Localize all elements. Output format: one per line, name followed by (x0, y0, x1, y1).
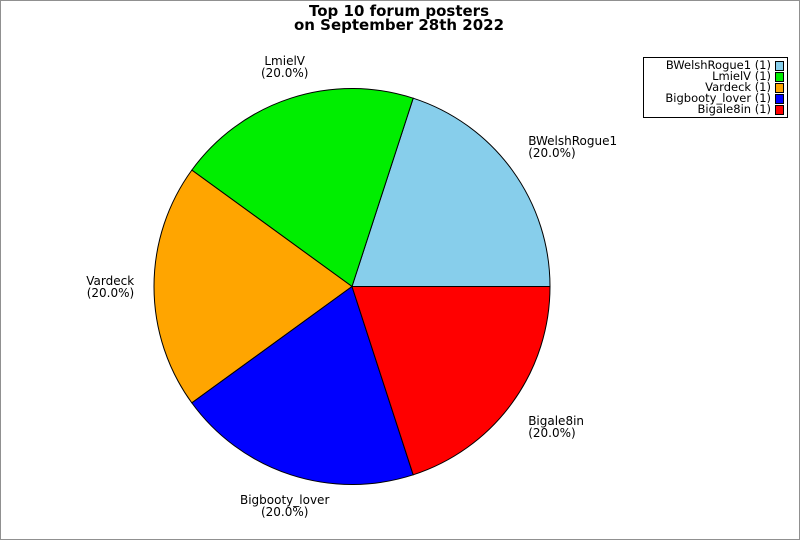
slice-label-percent: (20.0%) (528, 425, 576, 440)
legend-item-label: Vardeck (1) (705, 80, 771, 94)
legend-color-swatch-Bigale8in (775, 104, 784, 115)
legend-color-swatch-LmielV (775, 71, 784, 82)
slice-label-Bigale8in: Bigale8in (20.0%) (528, 415, 584, 439)
legend-color-swatch-Vardeck (775, 82, 784, 93)
chart-title: Top 10 forum posters on September 28th 2… (293, 2, 505, 34)
legend-item-label: LmielV (1) (712, 69, 771, 83)
slice-label-BWelshRogue1: BWelshRogue1 (20.0%) (528, 135, 617, 159)
pie-slice-Vardeck (153, 169, 353, 404)
legend-item-Bigale8in: Bigale8in (1) (647, 102, 784, 116)
legend-item-label: Bigbooty_lover (1) (665, 91, 771, 105)
legend-item-Vardeck: Vardeck (1) (647, 80, 784, 94)
pie-slice-LmielV (191, 88, 414, 288)
slice-label-percent: (20.0%) (528, 145, 576, 160)
slice-label-percent: (20.0%) (260, 504, 309, 519)
slice-label-Vardeck: Vardeck (20.0%) (86, 275, 134, 299)
legend-box: BWelshRogue1 (1) LmielV (1) Vardeck (1) Big… (643, 57, 788, 118)
legend-item-Bigbooty_lover: Bigbooty_lover (1) (647, 91, 784, 105)
slice-label-LmielV: LmielV (20.0%) (261, 55, 308, 79)
slice-label-Bigbooty_lover: Bigbooty_lover (20.0%) (240, 494, 329, 518)
slice-label-name: Bigbooty_lover (239, 492, 330, 507)
legend-item-BWelshRogue1: BWelshRogue1 (1) (647, 58, 784, 72)
pie-slice-Bigale8in (351, 286, 551, 476)
slice-label-name: LmielV (264, 54, 306, 69)
pie-slice-Bigbooty_lover (191, 285, 414, 485)
slice-label-percent: (20.0%) (260, 66, 309, 81)
slice-label-name: BWelshRogue1 (528, 133, 618, 148)
slice-label-name: Vardeck (86, 273, 135, 288)
legend-color-swatch-BWelshRogue1 (775, 60, 784, 71)
legend-color-swatch-Bigbooty_lover (775, 93, 784, 104)
pie-slice-BWelshRogue1 (351, 97, 551, 287)
slice-label-percent: (20.0%) (86, 285, 135, 300)
legend-item-label: BWelshRogue1 (1) (665, 58, 771, 72)
legend-item-LmielV: LmielV (1) (647, 69, 784, 83)
legend-item-label: Bigale8in (1) (697, 102, 771, 116)
slice-label-name: Bigale8in (528, 413, 585, 428)
